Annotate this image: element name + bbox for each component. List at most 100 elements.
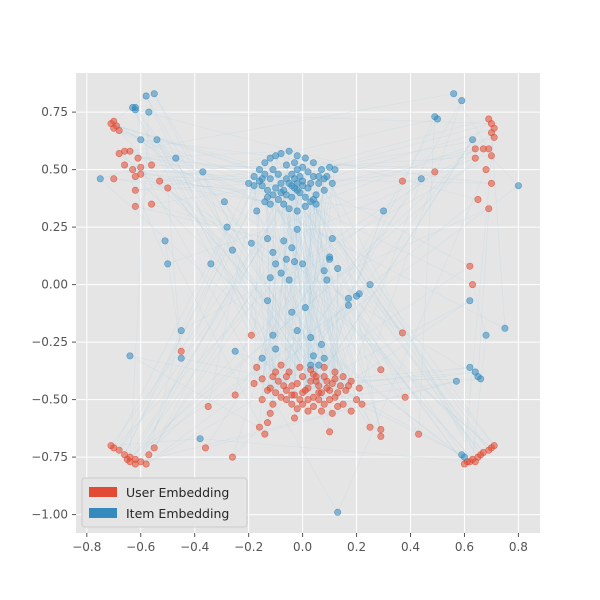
connection-line [305,132,492,308]
item-point [264,235,272,243]
item-point [293,225,301,233]
user-point [471,154,479,162]
connection-line [124,150,271,205]
connection-line [262,137,495,180]
item-point [126,352,134,360]
user-point [266,409,274,417]
connection-line [288,279,309,389]
connection-line [272,155,492,170]
item-point [326,255,334,263]
connection-line [275,348,298,384]
user-point [326,386,334,394]
connection-line [264,263,276,435]
item-point [277,269,285,277]
y-tick-label: −0.25 [31,335,68,349]
connection-line [181,357,330,391]
item-point [433,115,441,123]
connection-line [294,183,298,396]
item-point [196,435,204,443]
connection-line [135,456,465,460]
item-point [328,235,336,243]
scatter-points [96,90,522,516]
connection-line [310,180,403,338]
user-point [377,366,385,374]
item-point [471,368,479,376]
user-point [331,368,339,376]
legend-frame [81,477,248,528]
item-point [266,274,274,282]
item-point [282,255,290,263]
item-point [291,159,299,167]
user-point [231,391,239,399]
user-point [145,451,153,459]
connection-line [156,139,276,373]
connection-line [326,279,484,453]
user-point [415,430,423,438]
connection-line [286,256,330,377]
connection-line [267,197,465,465]
connection-line [135,176,320,366]
connection-line [291,174,330,432]
user-point [487,152,495,160]
connection-line [291,176,320,396]
connection-line [286,194,419,435]
item-point [258,175,266,183]
item-point [334,264,342,272]
user-point [366,423,374,431]
connection-line [280,183,317,377]
connection-line [294,162,382,430]
item-point [301,202,309,210]
user-point [121,161,129,169]
item-point [153,136,161,144]
item-point [466,297,474,305]
item-point [277,179,285,187]
item-point [247,239,255,247]
item-point [320,186,328,194]
connection-line [291,247,336,373]
connection-line [356,118,489,297]
connection-line [202,171,282,398]
legend-label-item: Item Embedding [126,506,229,521]
user-point [344,382,352,390]
y-tick-label: 0.25 [41,220,68,234]
item-point [291,175,299,183]
connection-line [113,121,357,297]
user-point [401,393,409,401]
connection-line [113,127,506,329]
connection-line [270,178,492,184]
item-point [285,147,293,155]
user-point [258,375,266,383]
connection-line [302,183,320,393]
connection-line [321,169,338,407]
x-tick-label: −0.6 [126,540,155,554]
connection-line [145,185,519,465]
connection-line [110,123,333,239]
y-tick-label: 0.00 [41,278,68,292]
item-point [207,260,215,268]
user-point [320,400,328,408]
connection-line [267,197,271,389]
connection-line [135,107,303,377]
connection-line [140,173,479,377]
connection-line [307,169,336,389]
user-point [299,373,307,381]
connection-line [302,263,473,460]
connection-line [329,167,382,437]
user-point [339,373,347,381]
connection-line [315,204,341,386]
connection-line [232,357,325,458]
connection-line [135,180,303,191]
connection-line [302,178,325,405]
connection-line [145,95,284,386]
connection-line [291,197,357,400]
connection-line [135,259,330,460]
y-axis-ticks: 0.75 0.50 0.25 0.00 −0.25 −0.50 −0.75 −1.00 [31,105,76,522]
user-point [477,451,485,459]
connection-line [132,107,282,366]
item-point [274,170,282,178]
connection-line [291,169,336,396]
connection-line [167,187,268,301]
item-point [228,246,236,254]
connection-line [116,125,319,184]
connection-line [291,174,484,453]
